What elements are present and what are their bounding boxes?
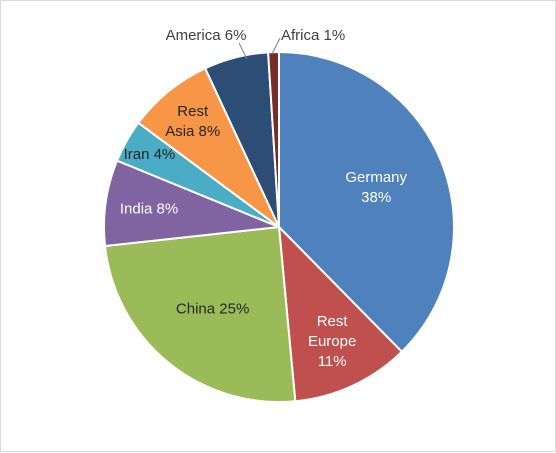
slice-label-1: Rest Europe 11% [308, 313, 356, 370]
slice-label-line: Africa 1% [281, 27, 345, 44]
leader-line-7 [271, 37, 281, 55]
pie-slice-0 [278, 50, 455, 354]
slice-label-0: Germany 38% [345, 169, 407, 206]
slice-label-5: Rest Asia 8% [165, 103, 220, 140]
slice-label-6: America 6% [166, 27, 247, 44]
slice-label-3: India 8% [120, 201, 178, 218]
slice-label-line: Iran 4% [124, 146, 176, 163]
slice-label-line: Rest [177, 103, 209, 120]
slice-label-line: Asia 8% [165, 123, 220, 140]
slice-label-line: Germany [345, 169, 407, 186]
slice-label-line: Europe [308, 333, 356, 350]
pie-slice-7 [267, 50, 280, 228]
slice-label-line: America 6% [166, 27, 247, 44]
slice-label-line: China 25% [176, 300, 249, 317]
slice-label-7: Africa 1% [281, 27, 345, 44]
leader-line-6 [238, 42, 248, 60]
slice-label-2: China 25% [176, 300, 249, 317]
slice-label-line: India 8% [120, 201, 178, 218]
pie-slice-2 [103, 225, 297, 403]
pie-slice-1 [277, 224, 404, 403]
slice-label-4: Iran 4% [124, 146, 176, 163]
slice-label-line: 11% [318, 353, 347, 370]
slice-label-line: Rest [317, 313, 349, 330]
slice-label-line: 38% [361, 189, 391, 206]
